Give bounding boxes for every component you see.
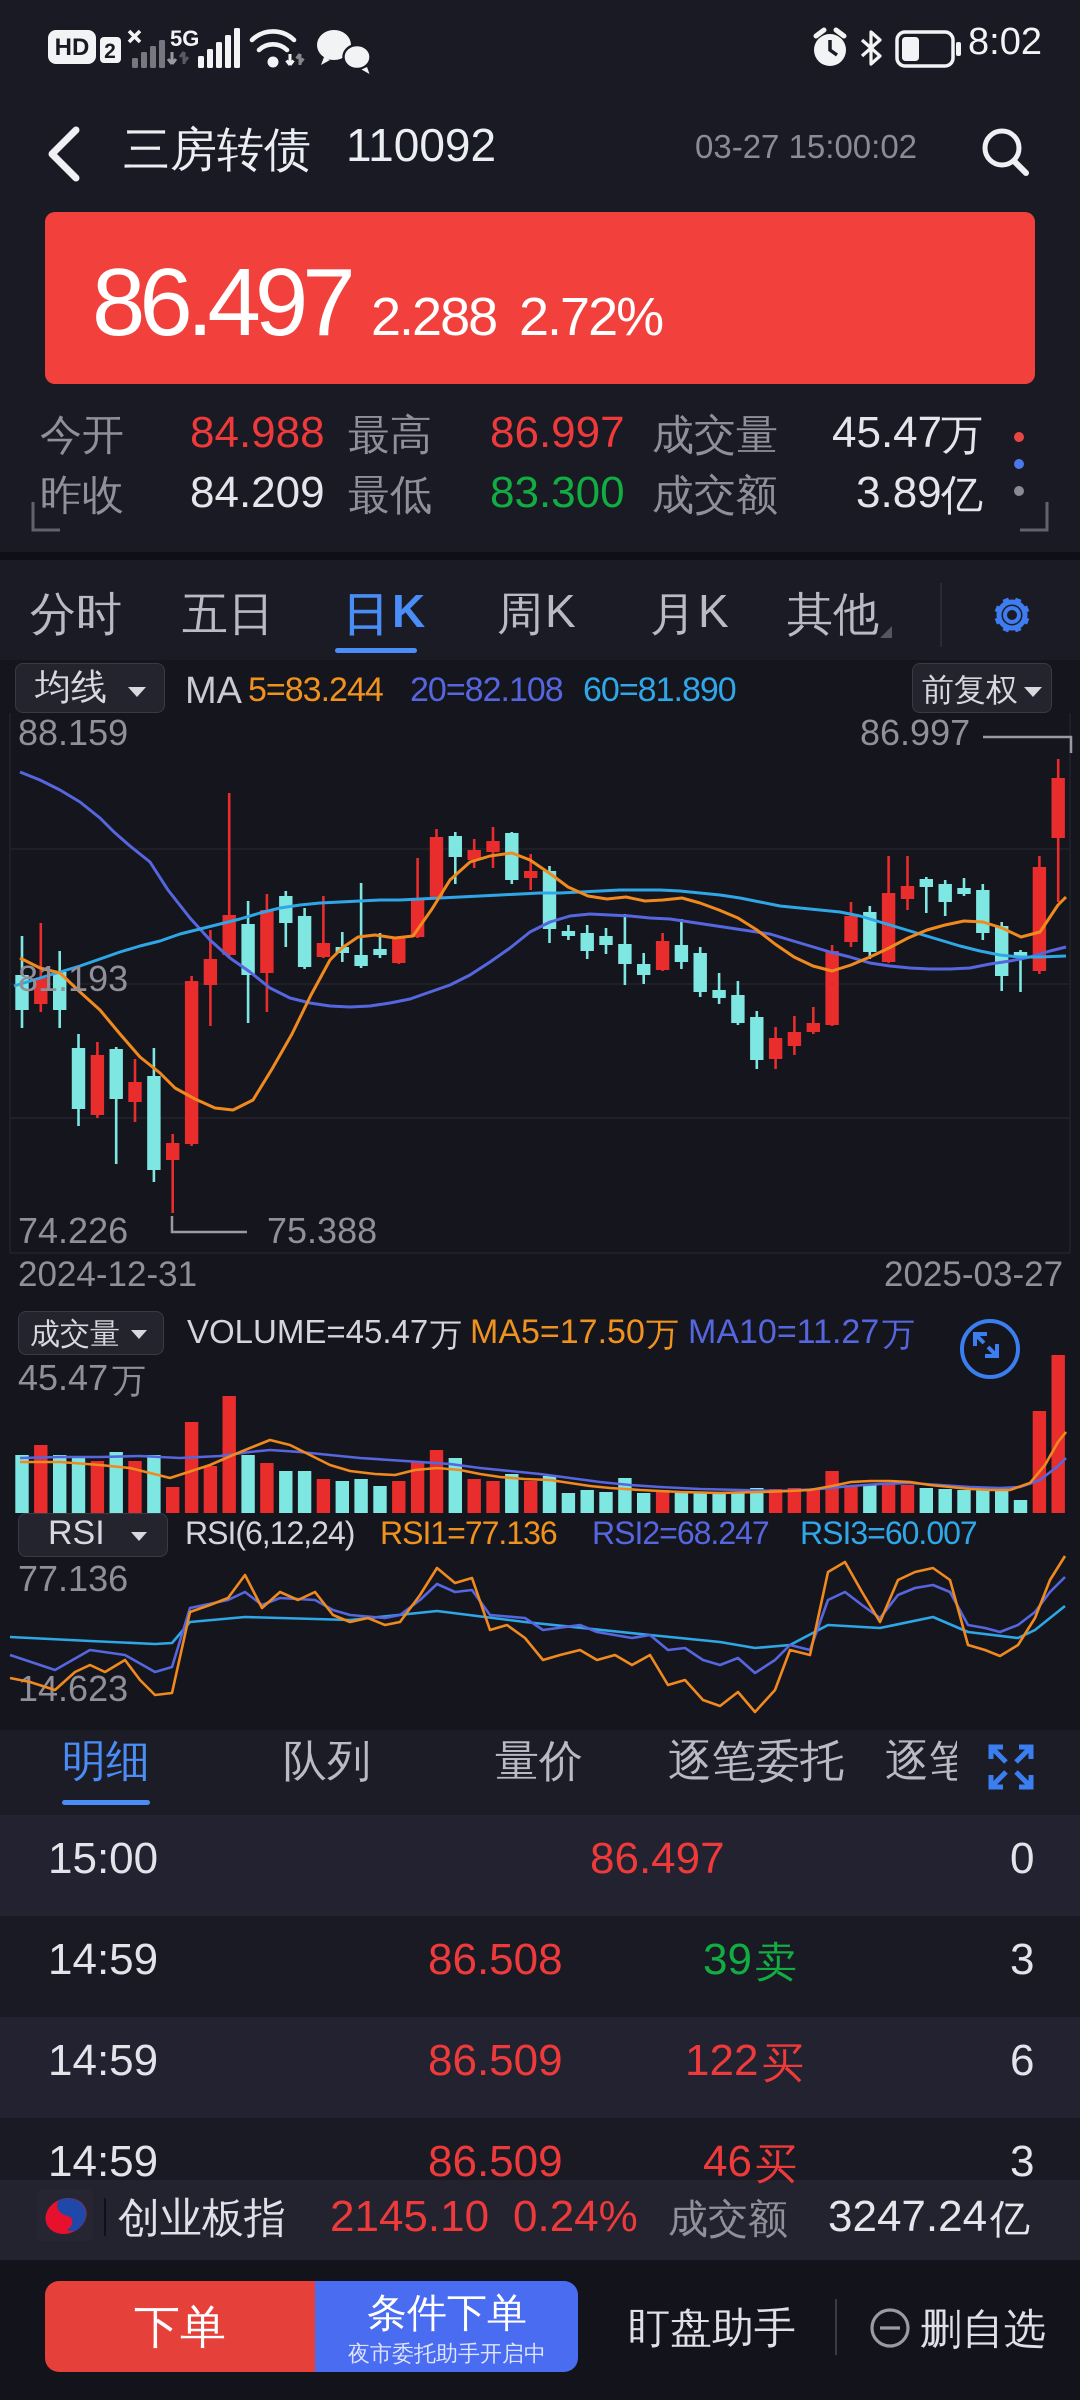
svg-text:HD: HD	[55, 34, 90, 61]
svg-text:5G: 5G	[170, 26, 199, 51]
svg-text:2: 2	[104, 40, 116, 63]
